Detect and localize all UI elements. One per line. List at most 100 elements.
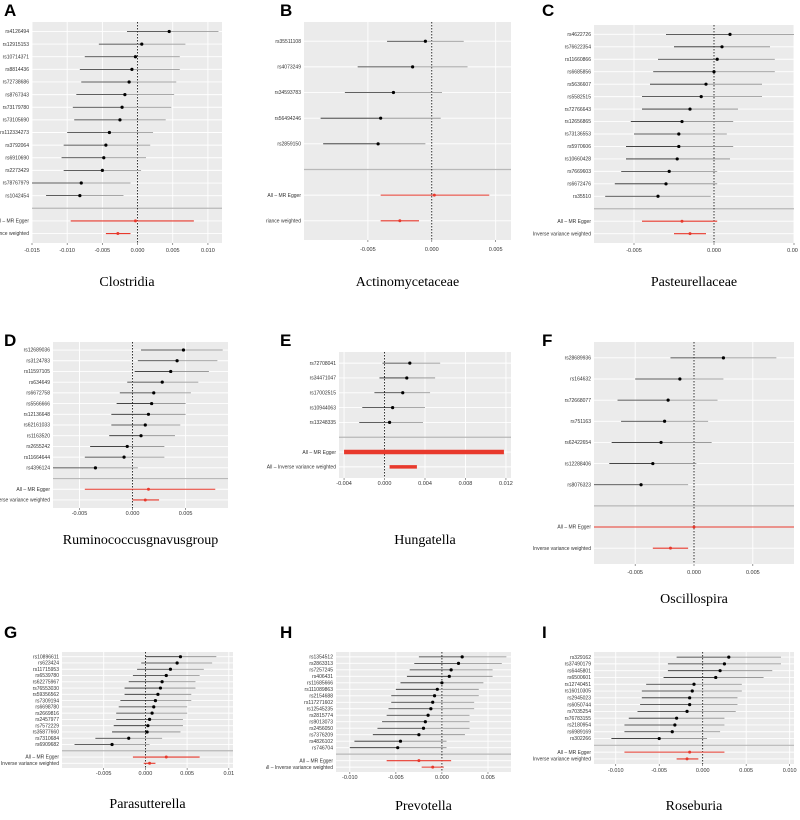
snp-label: rs59356562 xyxy=(33,692,60,698)
snp-label: rs7309194 xyxy=(35,698,59,704)
snp-label: rs10660428 xyxy=(565,157,592,163)
summary-point xyxy=(431,765,435,769)
snp-point xyxy=(411,65,415,69)
summary-label: All – MR Egger xyxy=(302,450,336,456)
snp-label: rs11685666 xyxy=(307,681,333,687)
snp-point xyxy=(651,461,655,466)
snp-label: rs6445801 xyxy=(567,668,591,674)
snp-label: rs6672476 xyxy=(567,182,591,188)
x-tick-label: -0.005 xyxy=(360,247,376,253)
snp-label: rs35877660 xyxy=(33,730,60,736)
summary-point xyxy=(417,759,421,763)
snp-label: rs78767979 xyxy=(3,181,30,187)
snp-label: rs62422654 xyxy=(565,440,592,446)
snp-point xyxy=(100,168,104,172)
snp-label: rs5636607 xyxy=(567,82,591,88)
snp-label: rs12689036 xyxy=(24,348,51,354)
snp-point xyxy=(78,194,82,198)
snp-label: rs3124783 xyxy=(26,358,50,364)
snp-label: rs7376209 xyxy=(309,732,333,738)
snp-point xyxy=(675,157,679,161)
snp-label: rs12915153 xyxy=(3,42,30,48)
summary-point xyxy=(688,232,692,236)
panel-h: rs1354512 rs2863313 rs7257245 rs406431 rs116… xyxy=(266,622,532,820)
snp-point xyxy=(639,483,643,487)
snp-point xyxy=(104,143,108,147)
snp-label: rs4073249 xyxy=(277,65,301,71)
snp-point xyxy=(688,107,692,111)
summary-point xyxy=(680,219,684,223)
snp-point xyxy=(714,675,718,680)
snp-label: rs73179780 xyxy=(3,105,30,111)
snp-point xyxy=(678,377,682,381)
snp-point xyxy=(417,733,421,737)
forest-plot-h: rs1354512rs2863313rs7257245rs406431rs116… xyxy=(266,623,511,814)
snp-label: rs12136648 xyxy=(24,412,51,418)
snp-point xyxy=(139,434,143,438)
snp-point xyxy=(408,361,412,365)
snp-point xyxy=(667,169,671,173)
snp-point xyxy=(118,118,122,122)
summary-point xyxy=(688,750,692,754)
snp-label: rs623424 xyxy=(38,661,59,667)
summary-label: All – Inverse variance weighted xyxy=(266,765,333,771)
snp-label: rs2859150 xyxy=(277,142,301,148)
snp-label: rs6910690 xyxy=(5,155,29,161)
x-tick-label: 0.012 xyxy=(499,481,513,487)
snp-point xyxy=(120,105,124,109)
snp-point xyxy=(181,348,186,352)
snp-label: rs13248335 xyxy=(310,420,337,426)
x-tick-label: 0.000 xyxy=(139,771,153,777)
summary-point xyxy=(148,761,152,765)
snp-label: rs16010305 xyxy=(565,689,592,695)
summary-label: All – MR Egger xyxy=(557,219,591,225)
panel-title: Pasteurellaceae xyxy=(651,275,737,290)
x-tick-label: -0.005 xyxy=(72,511,88,517)
snp-point xyxy=(447,674,451,678)
snp-label: rs2655242 xyxy=(26,444,50,450)
panel-title: Parasutterella xyxy=(109,797,186,812)
panel-title: Actinomycetaceae xyxy=(356,275,459,290)
snp-point xyxy=(143,423,147,427)
summary-label: All – Inverse variance weighted xyxy=(532,231,591,237)
panel-title: Hungatella xyxy=(394,533,456,548)
snp-point xyxy=(692,682,696,686)
snp-point xyxy=(152,391,156,395)
snp-label: rs2815774 xyxy=(309,713,333,719)
panel-d: rs12689036 rs3124783 rs11597105 rs634649 rs6… xyxy=(0,330,266,554)
panel-letter: B xyxy=(280,1,292,20)
panel-i: rs329162 rs37490179 rs6445801 rs6500601 rs12… xyxy=(532,622,798,820)
forest-plot-b: rs35511108 rs4073249 rs34593783 rs56494246 r… xyxy=(266,1,511,290)
snp-label: rs1163520 xyxy=(27,433,50,439)
snp-point xyxy=(431,700,435,704)
x-tick-label: 0.000 xyxy=(131,248,145,254)
snp-point xyxy=(699,95,703,99)
snp-point xyxy=(688,703,692,707)
snp-point xyxy=(123,93,127,97)
x-tick-label: 0.005 xyxy=(489,247,503,253)
snp-point xyxy=(169,369,173,374)
snp-point xyxy=(175,661,179,665)
panel-letter: H xyxy=(280,623,292,642)
panel-letter: A xyxy=(4,1,16,20)
snp-label: rs751163 xyxy=(571,419,592,425)
snp-point xyxy=(102,156,106,160)
snp-point xyxy=(133,55,138,59)
x-tick-label: 0.005 xyxy=(481,775,495,781)
snp-point xyxy=(160,680,164,684)
forest-plot-i: rs329162rs37490179rs6445801rs6500601rs12… xyxy=(532,623,797,814)
snp-point xyxy=(167,29,171,34)
x-tick-label: -0.010 xyxy=(608,768,624,774)
summary-label: All – Inverse variance weighted xyxy=(532,546,591,552)
snp-label: rs72766643 xyxy=(565,107,592,113)
snp-label: rs8076323 xyxy=(567,482,591,488)
snp-label: rs7572229 xyxy=(35,723,59,729)
snp-label: rs9013073 xyxy=(309,719,333,725)
snp-point xyxy=(432,694,437,698)
snp-label: rs6909682 xyxy=(35,742,59,748)
snp-point xyxy=(164,673,168,678)
snp-point xyxy=(110,742,114,747)
snp-point xyxy=(125,444,129,449)
snp-label: rs72708041 xyxy=(310,361,337,367)
panel-title: Prevotella xyxy=(395,799,453,814)
